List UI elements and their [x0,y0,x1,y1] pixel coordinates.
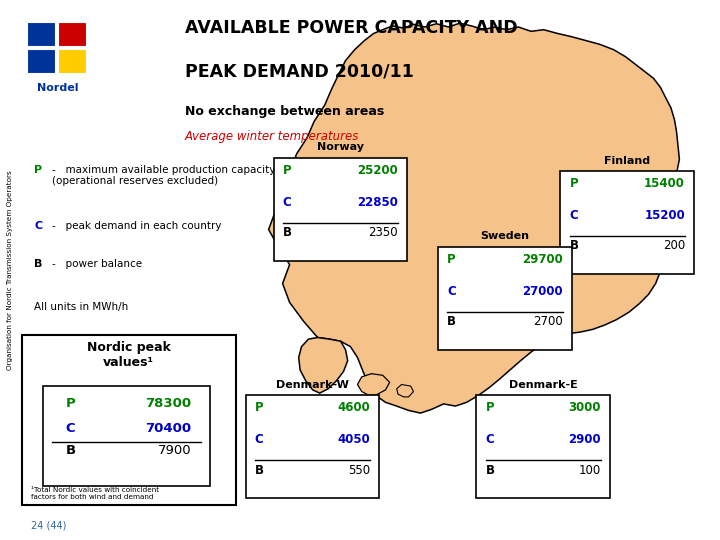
Text: Nordel: Nordel [37,83,78,93]
FancyBboxPatch shape [560,171,694,274]
FancyBboxPatch shape [246,395,379,498]
Text: B: B [255,463,264,477]
Text: PEAK DEMAND 2010/11: PEAK DEMAND 2010/11 [184,62,413,80]
Text: ¹Total Nordic values with coincident
factors for both wind and demand: ¹Total Nordic values with coincident fac… [31,487,159,500]
Text: 2350: 2350 [369,226,398,239]
Text: 550: 550 [348,463,370,477]
Text: 22850: 22850 [357,195,398,208]
Text: 2900: 2900 [568,433,601,446]
Text: P: P [34,165,42,175]
Text: -   peak demand in each country: - peak demand in each country [52,221,221,232]
Text: 4050: 4050 [338,433,370,446]
Text: 15200: 15200 [644,209,685,222]
Text: Denmark-E: Denmark-E [509,380,577,390]
Text: -   maximum available production capacity
(operational reserves excluded): - maximum available production capacity … [52,165,275,186]
Text: AVAILABLE POWER CAPACITY AND: AVAILABLE POWER CAPACITY AND [184,19,517,37]
Bar [58,22,86,46]
Text: C: C [485,433,495,446]
Text: All units in MWh/h: All units in MWh/h [34,302,128,313]
Text: C: C [255,433,264,446]
FancyBboxPatch shape [477,395,610,498]
Text: P: P [447,253,456,266]
Polygon shape [358,374,390,395]
Bar [27,22,55,46]
Text: 24 (44): 24 (44) [31,520,66,530]
Text: 15400: 15400 [644,177,685,190]
Text: No exchange between areas: No exchange between areas [184,105,384,118]
Text: 3000: 3000 [569,401,601,414]
FancyBboxPatch shape [274,158,408,261]
Text: Average winter temperatures: Average winter temperatures [184,130,359,143]
Text: 200: 200 [662,239,685,253]
Text: B: B [66,444,76,457]
Text: 27000: 27000 [522,285,562,298]
Text: B: B [447,315,456,328]
Polygon shape [299,338,348,393]
Text: 100: 100 [579,463,601,477]
Text: Finland: Finland [604,156,650,166]
Text: Organisation for Nordic Transmission System Operators: Organisation for Nordic Transmission Sys… [7,170,13,370]
Text: 2700: 2700 [533,315,562,328]
Text: 4600: 4600 [338,401,370,414]
Text: -   power balance: - power balance [52,259,142,269]
Text: P: P [283,164,291,177]
FancyBboxPatch shape [43,386,210,486]
Text: 78300: 78300 [145,397,192,410]
Text: Denmark-W: Denmark-W [276,380,348,390]
Text: B: B [485,463,495,477]
Text: P: P [570,177,578,190]
Text: C: C [66,422,76,435]
Polygon shape [397,384,413,397]
Text: Sweden: Sweden [480,231,529,241]
Text: C: C [283,195,292,208]
Text: Norway: Norway [317,142,364,152]
Text: 7900: 7900 [158,444,192,457]
Text: P: P [66,397,76,410]
Text: 29700: 29700 [522,253,562,266]
Text: C: C [570,209,578,222]
Text: C: C [34,221,42,232]
Text: B: B [34,259,42,269]
FancyBboxPatch shape [22,335,235,505]
Text: 70400: 70400 [145,422,192,435]
Text: B: B [570,239,579,253]
Text: 25200: 25200 [357,164,398,177]
Text: C: C [447,285,456,298]
FancyBboxPatch shape [438,247,572,350]
Text: B: B [283,226,292,239]
Polygon shape [269,23,680,413]
Text: P: P [255,401,264,414]
Bar [27,49,55,73]
Text: Nordic peak
values¹: Nordic peak values¹ [86,341,171,369]
Bar [58,49,86,73]
Text: P: P [485,401,494,414]
